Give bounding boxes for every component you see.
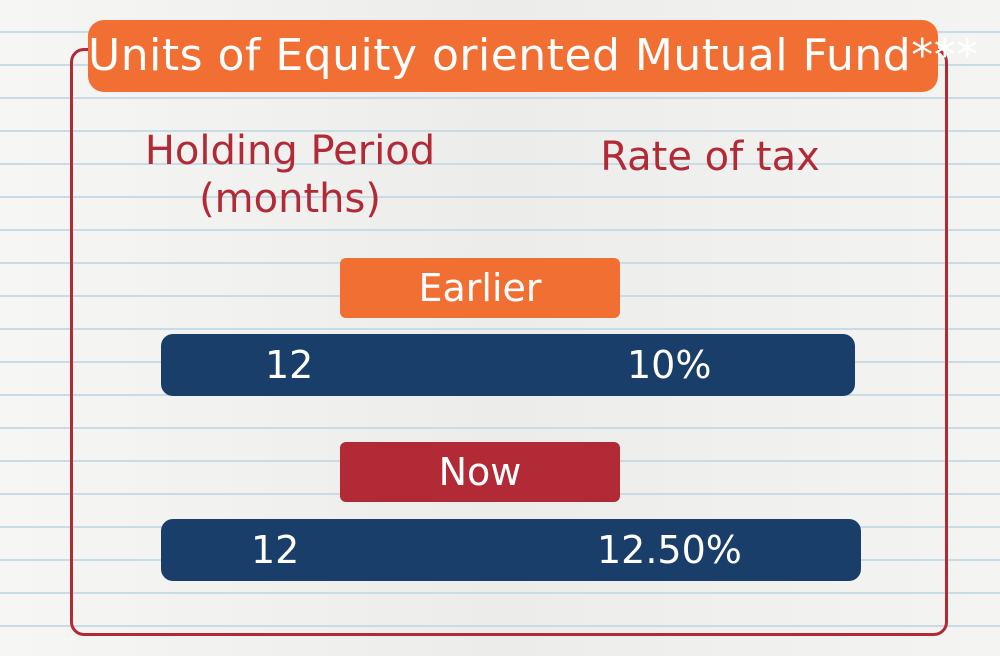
title-banner: Units of Equity oriented Mutual Fund*** <box>88 20 978 92</box>
earlier-row: 12 10% <box>161 334 855 396</box>
earlier-rate: 10% <box>627 343 712 387</box>
now-label: Now <box>340 442 620 502</box>
holding-period-header: Holding Period (months) <box>144 128 436 222</box>
earlier-label: Earlier <box>340 258 620 318</box>
now-holding-period: 12 <box>251 528 300 572</box>
rate-of-tax-header: Rate of tax <box>600 134 820 180</box>
now-row: 12 12.50% <box>161 519 861 581</box>
now-rate: 12.50% <box>597 528 742 572</box>
earlier-holding-period: 12 <box>265 343 314 387</box>
